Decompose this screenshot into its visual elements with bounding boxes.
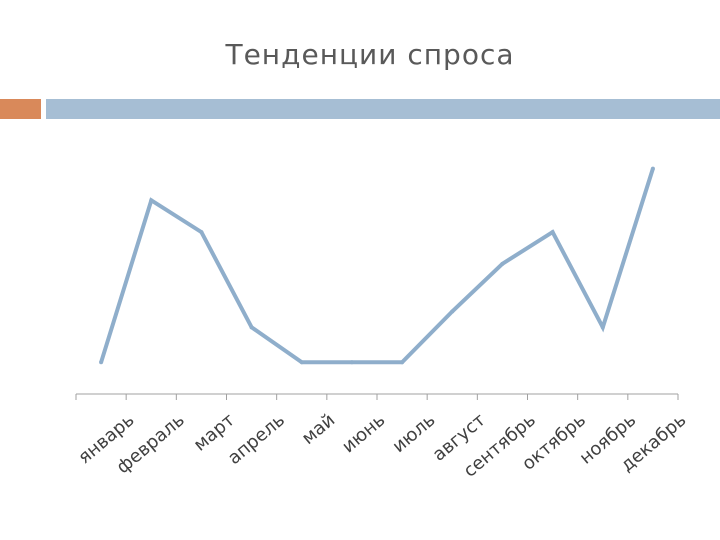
data-point — [249, 325, 254, 330]
x-tick-label: май — [298, 410, 339, 449]
data-point — [349, 360, 354, 365]
data-point — [450, 309, 455, 314]
data-point — [99, 360, 104, 365]
data-point — [299, 360, 304, 365]
data-point — [500, 261, 505, 266]
title-accent-block — [0, 99, 41, 119]
data-point — [400, 360, 405, 365]
data-point — [149, 198, 154, 203]
x-tick-label: апрель — [224, 410, 289, 469]
page-title: Тенденции спроса — [225, 38, 515, 71]
title-accent-bar — [46, 99, 720, 119]
data-point — [600, 325, 605, 330]
demand-series-line — [99, 167, 655, 365]
data-point — [199, 230, 204, 235]
data-point — [650, 166, 655, 171]
x-tick-label: июнь — [338, 410, 389, 458]
data-point — [550, 230, 555, 235]
